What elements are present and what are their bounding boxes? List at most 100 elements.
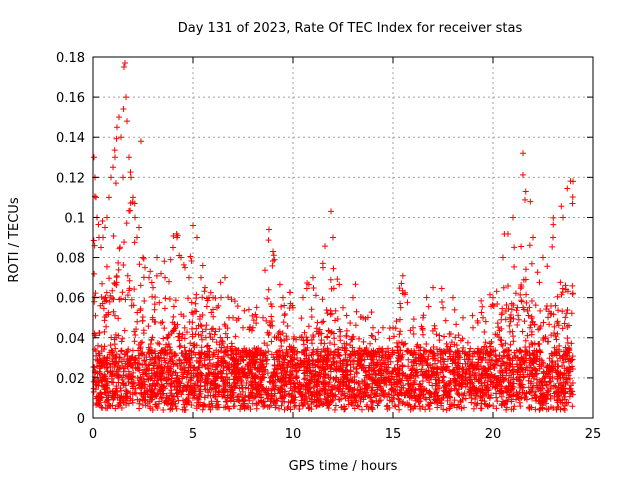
x-tick-label: 25 bbox=[585, 427, 602, 442]
data-point bbox=[304, 364, 311, 371]
data-point bbox=[93, 194, 99, 201]
data-point bbox=[328, 208, 334, 215]
data-point bbox=[202, 284, 208, 291]
data-point bbox=[323, 357, 330, 364]
data-point bbox=[269, 393, 276, 400]
data-point bbox=[208, 378, 215, 385]
data-point bbox=[240, 324, 246, 331]
data-point bbox=[191, 365, 198, 372]
data-point bbox=[490, 294, 496, 301]
data-point bbox=[531, 321, 538, 328]
data-point bbox=[370, 399, 377, 406]
data-point bbox=[278, 395, 285, 402]
data-point bbox=[523, 357, 530, 364]
data-point bbox=[435, 357, 442, 364]
data-point bbox=[193, 405, 200, 412]
data-point bbox=[173, 375, 180, 382]
data-point bbox=[380, 324, 386, 331]
data-point bbox=[483, 344, 490, 351]
data-point bbox=[141, 352, 148, 359]
data-point bbox=[111, 147, 118, 154]
data-point bbox=[399, 272, 406, 279]
data-point bbox=[569, 282, 576, 289]
data-point bbox=[374, 402, 381, 409]
data-point bbox=[160, 390, 167, 397]
data-point bbox=[423, 359, 430, 366]
data-point bbox=[519, 366, 526, 373]
data-point bbox=[189, 395, 196, 402]
data-point bbox=[269, 262, 276, 269]
data-point bbox=[91, 298, 98, 305]
data-point bbox=[558, 382, 565, 389]
data-point bbox=[368, 309, 375, 316]
data-point bbox=[550, 234, 556, 241]
data-point bbox=[474, 317, 481, 324]
data-point bbox=[517, 347, 524, 354]
data-point bbox=[206, 356, 213, 363]
data-point bbox=[394, 361, 401, 368]
data-point bbox=[370, 361, 377, 368]
data-point bbox=[112, 389, 119, 396]
data-point bbox=[152, 294, 159, 301]
data-point bbox=[108, 334, 115, 341]
data-point bbox=[268, 313, 275, 320]
data-point bbox=[349, 377, 356, 384]
data-point bbox=[151, 359, 158, 366]
data-point bbox=[290, 397, 297, 404]
data-point bbox=[129, 347, 136, 354]
data-point bbox=[439, 350, 446, 357]
y-tick-label: 0.08 bbox=[56, 252, 85, 267]
data-point bbox=[510, 333, 517, 340]
data-point bbox=[216, 326, 223, 333]
data-point bbox=[533, 347, 540, 354]
data-point bbox=[551, 323, 558, 330]
data-point bbox=[321, 390, 328, 397]
data-point bbox=[161, 258, 168, 265]
data-point bbox=[464, 339, 471, 346]
data-point bbox=[336, 326, 343, 333]
data-point bbox=[139, 369, 146, 376]
data-point bbox=[135, 365, 142, 372]
data-point bbox=[159, 383, 166, 390]
data-point bbox=[490, 303, 497, 310]
data-point bbox=[458, 380, 465, 387]
data-point bbox=[304, 359, 311, 366]
data-point bbox=[497, 362, 504, 369]
data-point bbox=[264, 370, 271, 377]
data-point bbox=[378, 366, 385, 373]
data-point bbox=[513, 375, 520, 382]
data-point bbox=[293, 336, 300, 343]
data-point bbox=[206, 330, 213, 337]
data-point bbox=[443, 406, 450, 413]
data-point bbox=[242, 348, 249, 355]
data-point bbox=[558, 291, 565, 298]
data-point bbox=[246, 393, 253, 400]
data-point bbox=[298, 397, 305, 404]
data-point bbox=[239, 365, 246, 372]
data-point bbox=[147, 341, 154, 348]
data-point bbox=[559, 325, 566, 332]
data-point bbox=[434, 371, 441, 378]
data-point bbox=[97, 389, 104, 396]
data-point bbox=[394, 347, 401, 354]
data-point bbox=[506, 356, 513, 363]
data-point bbox=[218, 294, 224, 301]
data-point bbox=[278, 337, 285, 344]
data-point bbox=[290, 362, 297, 369]
data-point bbox=[471, 376, 478, 383]
data-point bbox=[263, 360, 270, 367]
data-point bbox=[149, 360, 156, 367]
data-point bbox=[545, 314, 552, 321]
data-point bbox=[436, 379, 443, 386]
data-point bbox=[124, 361, 131, 368]
data-point bbox=[518, 355, 525, 362]
data-point bbox=[179, 331, 186, 338]
data-point bbox=[250, 375, 257, 382]
data-point bbox=[368, 332, 375, 339]
data-point bbox=[159, 348, 166, 355]
data-point bbox=[370, 351, 377, 358]
data-point bbox=[249, 348, 256, 355]
data-point bbox=[170, 232, 177, 239]
data-point bbox=[273, 366, 280, 373]
data-point bbox=[365, 364, 372, 371]
